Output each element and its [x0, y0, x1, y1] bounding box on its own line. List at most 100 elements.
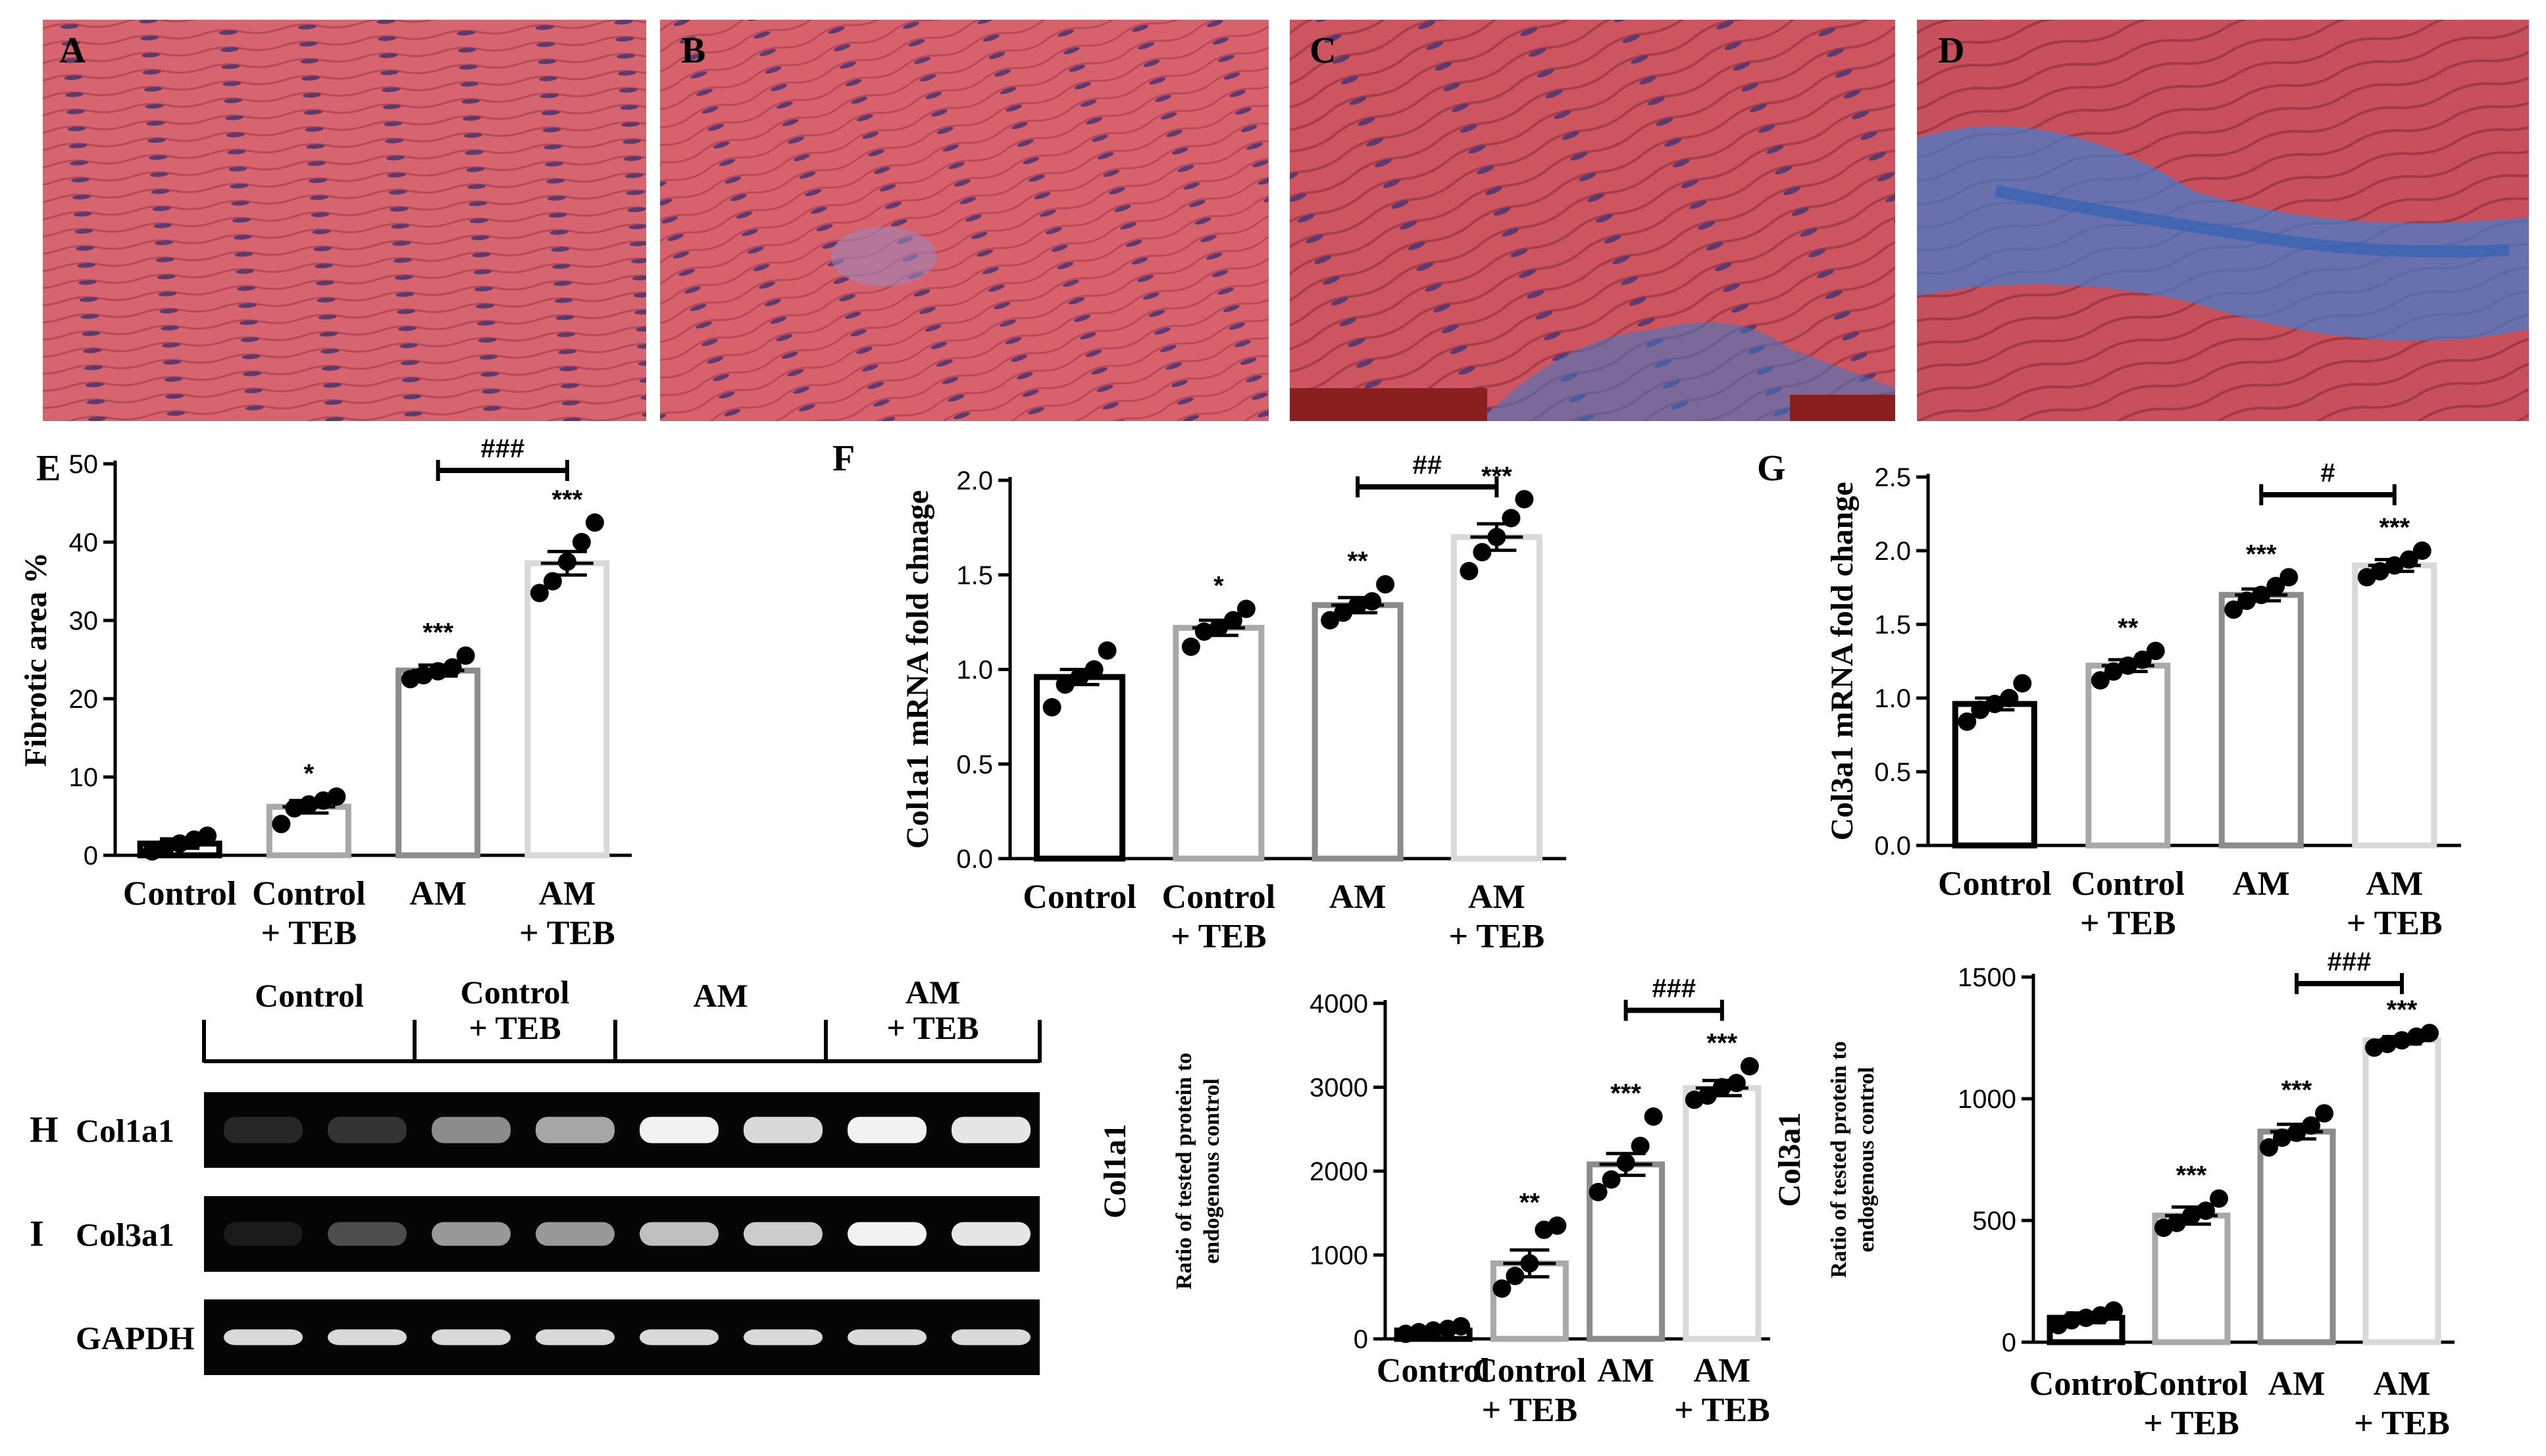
- micrograph-b: [660, 20, 1269, 421]
- blot-band: [432, 1222, 511, 1246]
- bar: [2362, 1037, 2441, 1345]
- significance-label: *: [304, 759, 315, 788]
- significance-label: *: [1213, 572, 1224, 601]
- y-tick-label: 2.5: [1874, 463, 1911, 492]
- blot-group-label-line: + TEB: [886, 1009, 979, 1046]
- blot-band: [536, 1329, 615, 1345]
- category-label-line: + TEB: [2143, 1405, 2239, 1442]
- category-label-line: AM: [1694, 1352, 1751, 1390]
- category-label-line: Control: [2135, 1365, 2248, 1403]
- panel-label-g: G: [1757, 448, 1786, 489]
- category-label-line: + TEB: [1171, 918, 1267, 955]
- data-point: [1410, 1322, 1429, 1342]
- data-point: [1602, 1170, 1621, 1189]
- category-label-line: Control: [1473, 1352, 1586, 1390]
- category-label-line: Control: [252, 875, 365, 913]
- y-tick-label: 0: [1354, 1325, 1368, 1354]
- category-label: Control: [1023, 878, 1136, 916]
- data-point: [2302, 1116, 2320, 1135]
- chart-title: Col3a1: [1772, 1113, 1807, 1207]
- significance-label: ***: [552, 485, 583, 514]
- data-point: [1424, 1321, 1443, 1340]
- significance-label: ***: [2387, 995, 2418, 1024]
- blot-group-label: AM + TEB: [886, 974, 979, 1046]
- y-tick-label: 1.5: [956, 561, 993, 590]
- data-point: [1236, 599, 1256, 618]
- category-label: AM + TEB: [2347, 865, 2443, 942]
- data-point: [1363, 592, 1382, 611]
- y-tick-label: 0: [84, 841, 98, 870]
- category-label-line: AM: [1468, 878, 1525, 916]
- data-point: [299, 795, 318, 814]
- significance-label: ***: [422, 618, 453, 647]
- data-point: [414, 666, 433, 685]
- comparison-label: ##: [1413, 451, 1442, 480]
- blot-row: Col1a1 H: [30, 1092, 1040, 1168]
- data-point: [1520, 1254, 1539, 1273]
- y-axis-label: Ratio of tested protein to: [1827, 1041, 1851, 1278]
- significance-label: ***: [2176, 1161, 2207, 1190]
- data-point: [1209, 618, 1228, 638]
- y-tick-label: 2000: [1310, 1157, 1368, 1186]
- data-point: [1487, 528, 1506, 547]
- data-point: [543, 572, 562, 591]
- y-tick-label: 1500: [1958, 963, 2016, 992]
- data-point: [1506, 1267, 1525, 1286]
- blot-band: [640, 1329, 719, 1345]
- data-point: [2104, 662, 2123, 681]
- blot-group-label: AM: [693, 977, 748, 1014]
- data-point: [1042, 698, 1061, 716]
- significance-label: ***: [1610, 1079, 1641, 1108]
- blot-group-label-line: Control: [255, 977, 364, 1014]
- comparison-label: #: [2320, 459, 2335, 488]
- y-axis-label: Fibrotic area %: [18, 552, 53, 766]
- data-point: [1452, 1317, 1471, 1336]
- data-point: [1971, 700, 1990, 719]
- category-label-line: Control: [2029, 1365, 2143, 1403]
- y-axis-label: Col3a1 mRNA fold change: [1825, 482, 1860, 840]
- data-point: [1223, 611, 1242, 630]
- blot-row-label: Col1a1: [76, 1113, 174, 1149]
- data-point: [1181, 638, 1200, 656]
- data-point: [1460, 562, 1479, 580]
- data-point: [156, 838, 175, 857]
- bar: [1683, 1085, 1762, 1342]
- chart-title: Col1a1: [1098, 1124, 1133, 1218]
- data-point: [1194, 622, 1213, 641]
- blot-band: [328, 1329, 407, 1345]
- category-label-line: AM: [2374, 1365, 2431, 1403]
- y-tick-label: 3000: [1310, 1074, 1368, 1103]
- y-tick-label: 10: [69, 763, 99, 792]
- data-point: [2378, 1034, 2397, 1053]
- blot-band: [952, 1329, 1031, 1345]
- y-tick-label: 30: [69, 607, 99, 636]
- blot-band: [432, 1329, 511, 1345]
- data-point: [2224, 600, 2243, 619]
- panel-label-c: C: [1310, 30, 1336, 71]
- data-point: [2252, 586, 2271, 605]
- category-label: AM: [2268, 1365, 2326, 1403]
- data-point: [2000, 689, 2019, 707]
- significance-label: **: [1348, 547, 1369, 576]
- category-label: Control + TEB: [2135, 1365, 2248, 1442]
- y-tick-label: 500: [1972, 1207, 2016, 1236]
- data-point: [1070, 668, 1089, 686]
- category-label: Control + TEB: [1162, 878, 1275, 955]
- blot-group-label: Control + TEB: [461, 974, 570, 1046]
- blot-band: [536, 1117, 615, 1143]
- data-point: [2182, 1206, 2201, 1225]
- category-label-line: Control: [123, 875, 236, 913]
- y-tick-label: 2.0: [956, 466, 993, 495]
- category-label: Control: [1377, 1352, 1490, 1390]
- y-tick-label: 40: [69, 528, 99, 557]
- data-point: [2266, 576, 2285, 595]
- data-point: [1958, 712, 1977, 731]
- bar: [2352, 562, 2437, 849]
- blot-band: [640, 1222, 719, 1246]
- blot-band: [224, 1222, 303, 1246]
- data-point: [1740, 1057, 1759, 1076]
- y-tick-label: 1.0: [1874, 684, 1911, 713]
- y-tick-label: 2.0: [1874, 537, 1911, 566]
